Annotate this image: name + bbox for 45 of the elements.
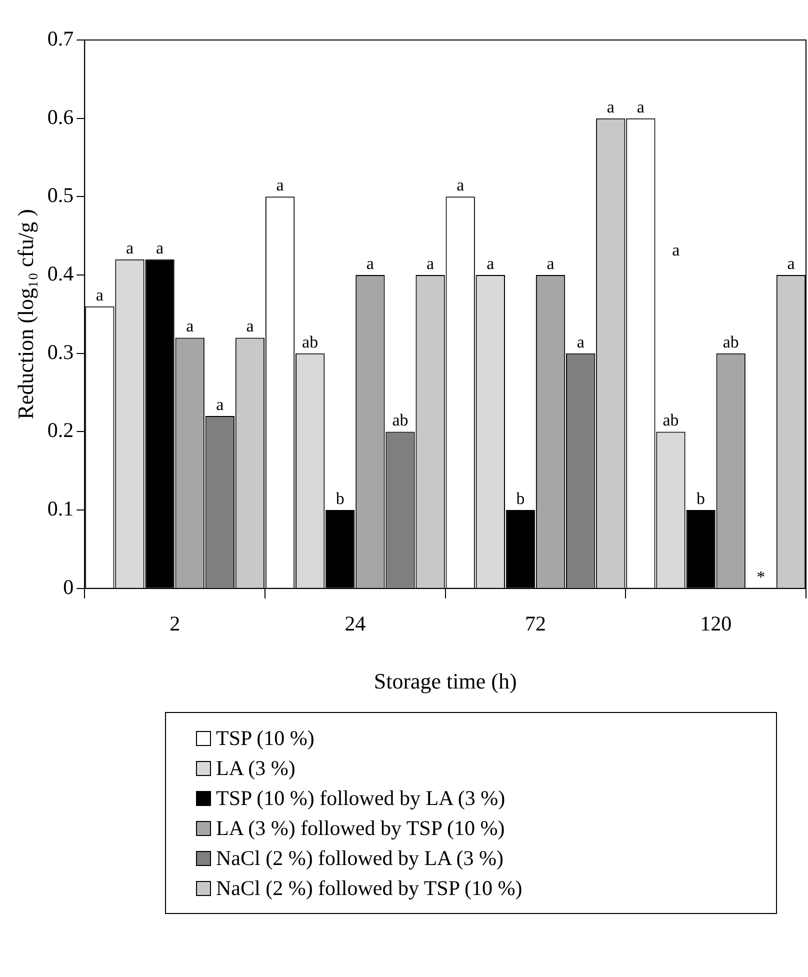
x-tick-label: 2 (170, 612, 180, 636)
data-label: a (606, 97, 615, 116)
data-label: ab (302, 332, 318, 352)
legend-label: TSP (10 %) (216, 726, 314, 750)
x-tick-label: 24 (344, 612, 366, 636)
x-tick-label: 120 (700, 612, 732, 636)
y-tick-label: 0.2 (47, 418, 74, 442)
annotation: a (672, 240, 680, 260)
data-label: a (96, 285, 104, 304)
x-axis-title: Storage time (h) (374, 668, 517, 694)
data-label: b (516, 489, 525, 508)
y-tick-label: 0.6 (47, 104, 74, 129)
data-label: a (366, 254, 374, 273)
x-tick-label: 72 (524, 612, 546, 636)
y-tick-label: 0 (63, 574, 74, 599)
legend-label: NaCl (2 %) followed by TSP (10 %) (216, 876, 522, 900)
data-label: a (636, 97, 645, 116)
legend-label: LA (3 %) followed by TSP (10 %) (216, 816, 505, 840)
data-label: a (426, 254, 435, 273)
y-tick-label: 0.4 (47, 262, 74, 286)
data-label: b (336, 489, 344, 508)
data-label: a (216, 395, 224, 414)
y-axis-title: Reduction (log₁₀ cfu/g ) (12, 209, 38, 420)
data-label: a (787, 254, 796, 273)
legend-label: LA (3 %) (216, 756, 296, 780)
data-label: a (276, 176, 284, 195)
y-tick-label: 0.3 (47, 340, 74, 364)
data-label: b (696, 489, 706, 508)
text: * (756, 567, 766, 586)
y-tick-label: 0.5 (47, 183, 74, 208)
data-label: a (486, 254, 495, 273)
legend-label: TSP (10 %) followed by LA (3 %) (216, 786, 506, 810)
data-label: a (576, 332, 585, 352)
data-label: a (186, 316, 194, 336)
data-label: ab (722, 332, 739, 352)
data-label: a (546, 254, 555, 273)
data-label: ab (392, 410, 408, 430)
y-tick-label: 0.1 (47, 496, 74, 521)
legend-label: NaCl (2 %) followed by LA (3 %) (216, 846, 504, 870)
data-label: a (156, 238, 164, 258)
data-label: a (246, 316, 254, 336)
data-label: ab (662, 410, 679, 430)
y-tick-label: 0.7 (47, 26, 74, 51)
data-label: a (456, 176, 465, 195)
data-label: a (126, 238, 134, 258)
